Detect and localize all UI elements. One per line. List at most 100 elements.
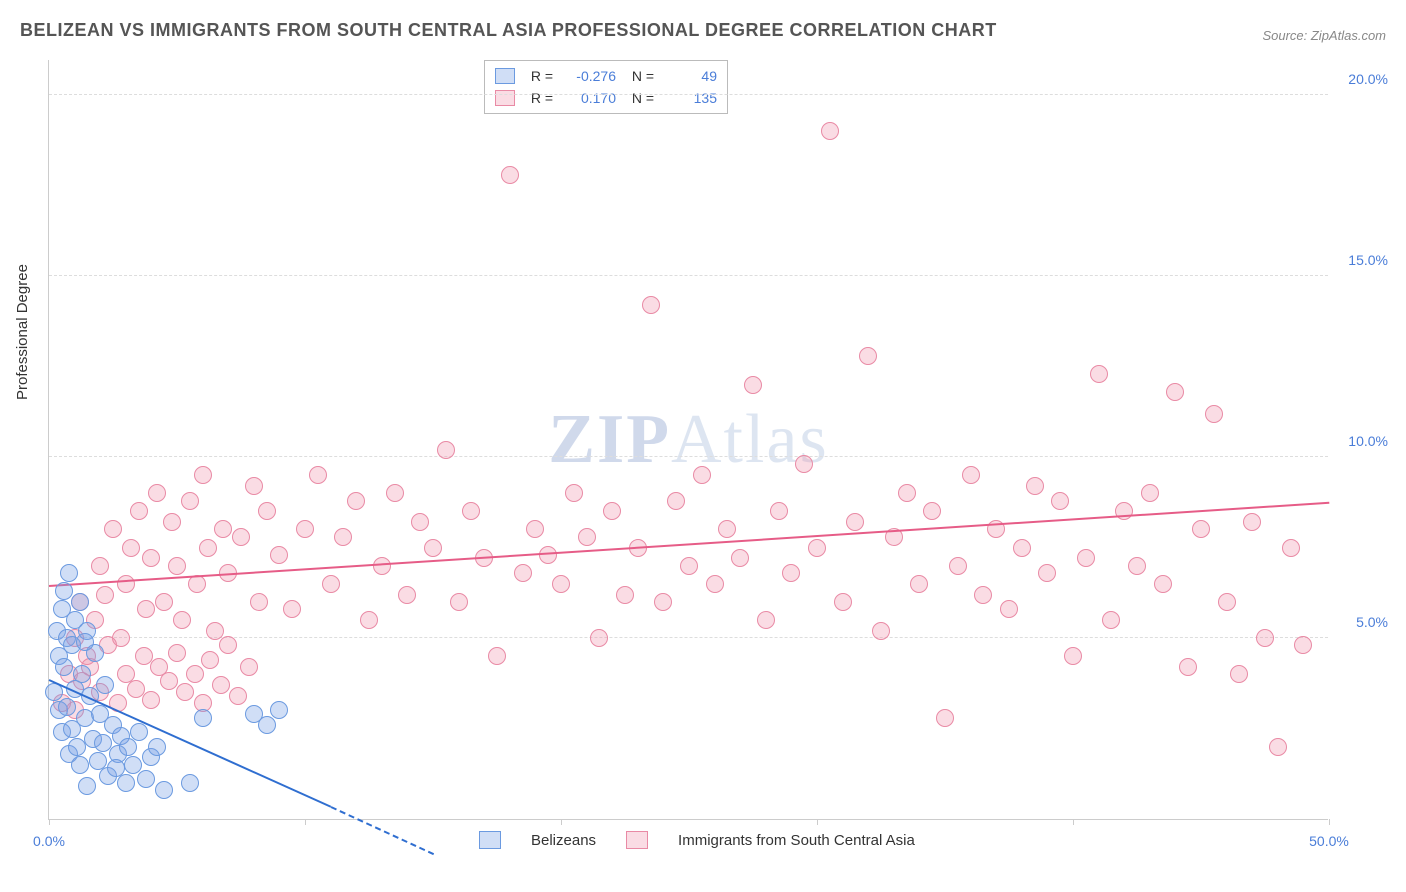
legend-label-pink: Immigrants from South Central Asia [678,832,915,849]
data-point-pink [552,575,570,593]
n-label: N = [624,90,654,106]
watermark-zip: ZIP [548,401,671,478]
data-point-pink [1051,492,1069,510]
xtick [305,819,306,825]
data-point-pink [1013,539,1031,557]
gridline [49,456,1328,457]
data-point-pink [194,466,212,484]
data-point-pink [693,466,711,484]
watermark: ZIPAtlas [548,400,828,480]
data-point-pink [1154,575,1172,593]
data-point-pink [706,575,724,593]
ytick-label: 10.0% [1348,433,1388,449]
data-point-pink [1102,611,1120,629]
data-point-blue [130,723,148,741]
data-point-pink [1269,738,1287,756]
data-point-pink [155,593,173,611]
xtick [1073,819,1074,825]
data-point-pink [1243,513,1261,531]
n-label: N = [624,68,654,84]
data-point-pink [526,520,544,538]
n-value-pink: 135 [662,90,717,106]
data-point-pink [1256,629,1274,647]
data-point-blue [71,593,89,611]
data-point-pink [219,636,237,654]
bottom-legend: Belizeans Immigrants from South Central … [479,831,915,849]
data-point-pink [1090,365,1108,383]
data-point-pink [199,539,217,557]
source-label: Source: ZipAtlas.com [1262,28,1386,43]
data-point-blue [124,756,142,774]
data-point-pink [91,557,109,575]
chart-title: BELIZEAN VS IMMIGRANTS FROM SOUTH CENTRA… [20,20,997,41]
r-value-pink: 0.170 [561,90,616,106]
data-point-pink [795,455,813,473]
data-point-pink [322,575,340,593]
data-point-pink [1115,502,1133,520]
data-point-pink [680,557,698,575]
xtick-label: 50.0% [1309,833,1349,849]
data-point-pink [1205,405,1223,423]
data-point-pink [398,586,416,604]
data-point-pink [206,622,224,640]
data-point-pink [386,484,404,502]
data-point-pink [667,492,685,510]
trend-dash-blue [330,806,433,855]
data-point-pink [859,347,877,365]
data-point-blue [71,756,89,774]
data-point-pink [201,651,219,669]
data-point-pink [1128,557,1146,575]
data-point-pink [590,629,608,647]
xtick [1329,819,1330,825]
data-point-pink [181,492,199,510]
data-point-blue [194,709,212,727]
data-point-pink [137,600,155,618]
data-point-pink [122,539,140,557]
data-point-pink [117,575,135,593]
data-point-pink [250,593,268,611]
r-label: R = [523,68,553,84]
xtick [817,819,818,825]
legend-swatch-blue [479,831,501,849]
data-point-pink [462,502,480,520]
data-point-pink [1218,593,1236,611]
data-point-pink [212,676,230,694]
ytick-label: 20.0% [1348,71,1388,87]
data-point-pink [1064,647,1082,665]
ytick-label: 5.0% [1356,614,1388,630]
data-point-pink [757,611,775,629]
data-point-pink [347,492,365,510]
data-point-pink [923,502,941,520]
data-point-pink [962,466,980,484]
data-point-pink [142,549,160,567]
data-point-pink [936,709,954,727]
data-point-pink [168,557,186,575]
gridline [49,94,1328,95]
data-point-pink [130,502,148,520]
data-point-pink [1038,564,1056,582]
data-point-pink [578,528,596,546]
xtick [49,819,50,825]
data-point-pink [949,557,967,575]
data-point-pink [910,575,928,593]
data-point-pink [96,586,114,604]
data-point-pink [1282,539,1300,557]
data-point-pink [186,665,204,683]
stats-legend-box: R = -0.276 N = 49 R = 0.170 N = 135 [484,60,728,114]
data-point-pink [360,611,378,629]
data-point-pink [1192,520,1210,538]
data-point-pink [488,647,506,665]
data-point-pink [974,586,992,604]
data-point-pink [603,502,621,520]
data-point-blue [137,770,155,788]
xtick-label: 0.0% [33,833,65,849]
data-point-pink [104,520,122,538]
data-point-pink [148,484,166,502]
data-point-blue [76,633,94,651]
data-point-pink [642,296,660,314]
data-point-pink [214,520,232,538]
data-point-pink [168,644,186,662]
data-point-blue [155,781,173,799]
data-point-pink [245,477,263,495]
data-point-pink [258,502,276,520]
